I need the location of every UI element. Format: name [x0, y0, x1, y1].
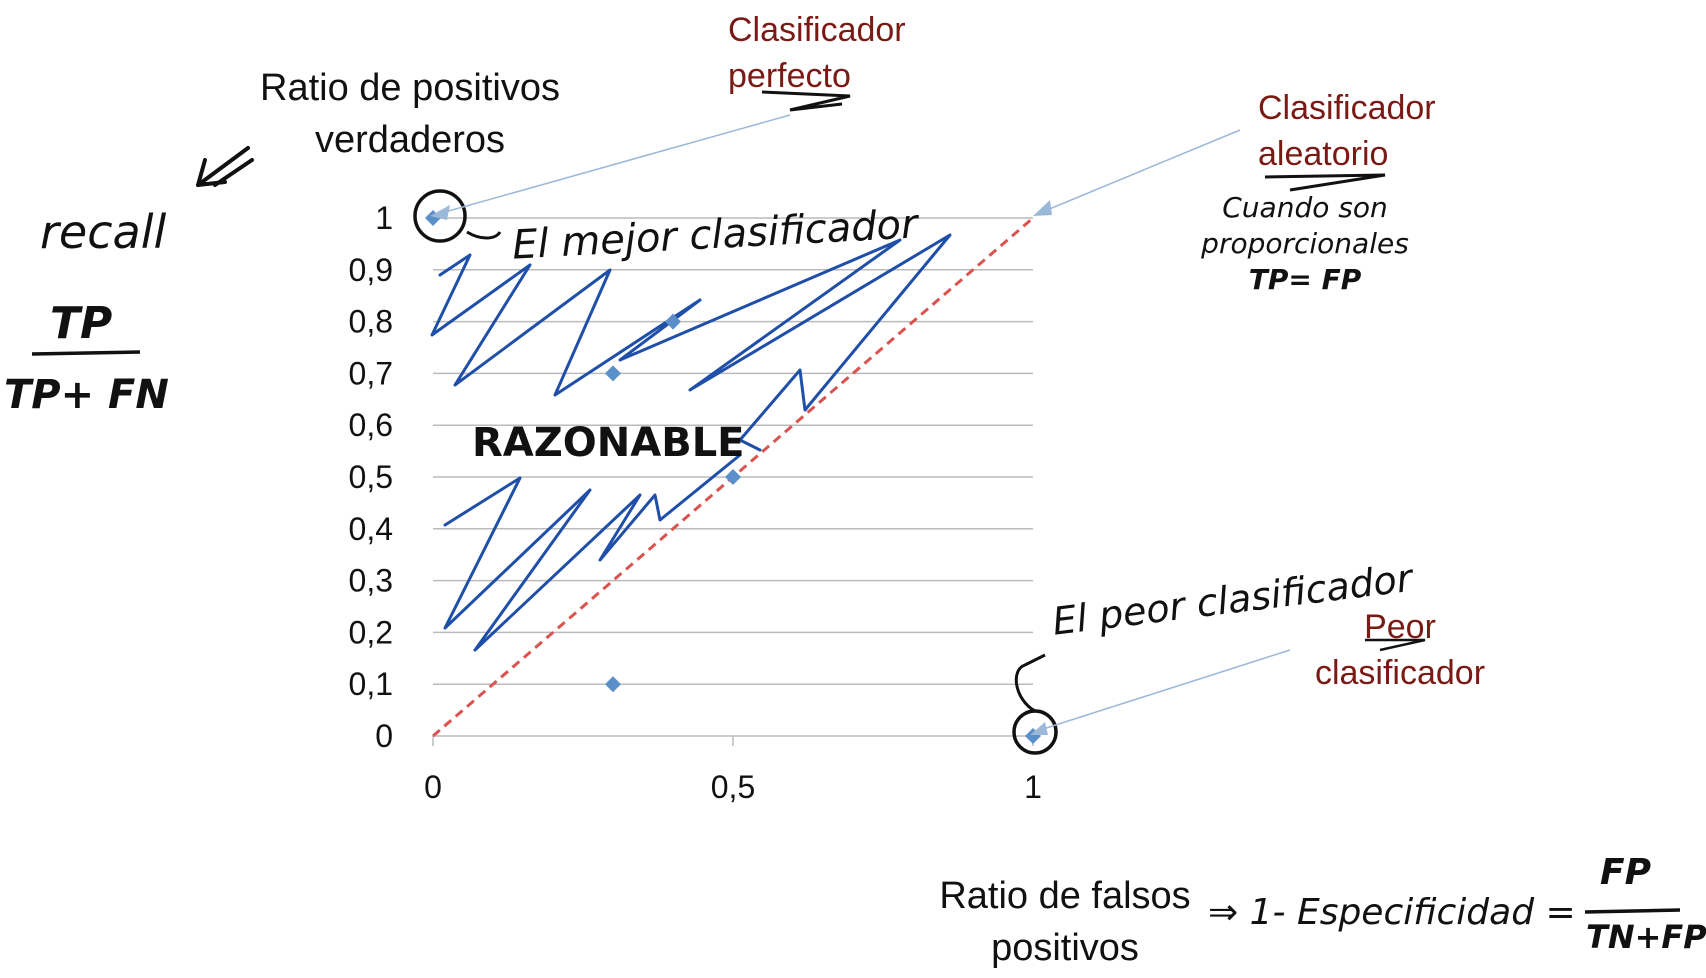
recall-fraction-bar: [31, 350, 141, 356]
specificity-note: ⇒ 1- Especificidad =: [1208, 892, 1576, 933]
scribble-upper: [430, 233, 952, 452]
data-point-3: [725, 469, 741, 485]
recall-numerator: TP: [50, 298, 113, 349]
proportional-note-line3: TP= FP: [1248, 263, 1362, 296]
x-tick-label: 1: [1024, 769, 1042, 805]
proportional-note: Cuando son proporcionales TP= FP: [1185, 190, 1425, 298]
x-tick-labels: 0 0,5 1: [424, 769, 1042, 805]
reasonable-region-scribbles: [430, 233, 952, 652]
perfect-point-circle: [413, 189, 467, 243]
worst-pointer-line: [1039, 649, 1291, 731]
recall-arrow: [196, 146, 254, 187]
y-tick-labels: 0 0,1 0,2 0,3 0,4 0,5 0,6 0,7 0,8 0,9 1: [349, 200, 393, 754]
specificity-numerator: FP: [1600, 852, 1651, 893]
specificity-denominator: TN+FP: [1586, 918, 1706, 956]
scribble-lower: [443, 453, 742, 652]
worst-annotation-line2: clasificador: [1314, 654, 1486, 692]
y-tick-label: 0,4: [349, 511, 393, 547]
y-tick-label: 0,1: [349, 666, 393, 702]
worst-underline: [1365, 638, 1426, 652]
reasonable-note: RAZONABLE: [472, 420, 745, 466]
recall-note: recall: [40, 205, 167, 259]
proportional-note-line1: Cuando son: [1222, 191, 1388, 224]
y-tick-label: 0,8: [349, 304, 393, 340]
data-point-2: [665, 313, 681, 330]
y-tick-label: 0,5: [349, 459, 393, 495]
y-tick-label: 0,6: [349, 407, 393, 443]
y-tick-label: 0,2: [349, 614, 393, 650]
y-tick-label: 1: [375, 200, 393, 236]
worst-point-hook: [1014, 653, 1046, 713]
x-tick-label: 0: [424, 769, 442, 805]
random-underline: [1264, 173, 1386, 192]
perfect-underline: [761, 90, 851, 112]
perfect-annotation-line2: perfecto: [728, 57, 851, 95]
worst-classifier-annotation: Peor clasificador: [1300, 604, 1500, 696]
y-axis-title-line2: verdaderos: [314, 119, 506, 161]
random-classifier-annotation: Clasificador aleatorio: [1258, 85, 1436, 177]
data-point-4: [605, 676, 621, 693]
y-tick-label: 0: [375, 718, 393, 754]
data-points: [425, 210, 1041, 744]
perfect-arrowhead: [430, 205, 450, 220]
perfect-pointer-line: [444, 114, 791, 213]
worst-annotation-line1: Peor: [1364, 608, 1436, 646]
y-axis-title: Ratio de positivos verdaderos: [230, 62, 590, 166]
perfect-annotation-line1: Clasificador: [728, 11, 906, 49]
x-axis-title-line2: positivos: [991, 927, 1139, 969]
random-pointer-line: [1034, 129, 1241, 216]
y-axis-title-line1: Ratio de positivos: [260, 67, 560, 109]
specificity-fraction-bar: [1584, 908, 1681, 914]
random-annotation-line1: Clasificador: [1258, 89, 1436, 127]
x-axis-title-line1: Ratio de falsos: [939, 875, 1191, 917]
random-annotation-line2: aleatorio: [1258, 135, 1389, 173]
y-tick-label: 0,7: [349, 355, 393, 391]
perfect-classifier-annotation: Clasificador perfecto: [728, 7, 906, 99]
recall-denominator: TP+ FN: [4, 372, 169, 418]
y-tick-label: 0,9: [349, 252, 393, 288]
data-point-1: [605, 365, 621, 382]
worst-arrowhead: [1030, 722, 1048, 735]
proportional-note-line2: proporcionales: [1201, 227, 1409, 260]
random-arrowhead: [1033, 200, 1052, 216]
x-axis-title: Ratio de falsos positivos: [925, 870, 1205, 974]
best-point-hook: [466, 230, 502, 240]
x-tick-label: 0,5: [711, 769, 755, 805]
y-tick-label: 0,3: [349, 563, 393, 599]
